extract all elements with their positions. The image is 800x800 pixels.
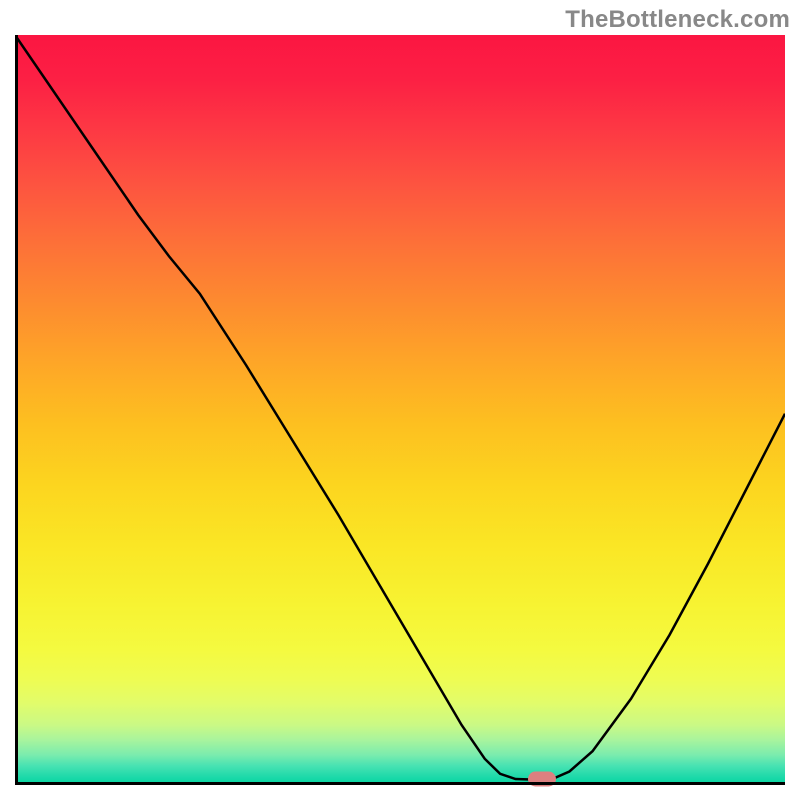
plot-area: [15, 35, 785, 785]
x-axis: [15, 782, 785, 785]
curve-line: [15, 35, 785, 785]
chart-container: TheBottleneck.com: [0, 0, 800, 800]
watermark-text: TheBottleneck.com: [565, 6, 790, 34]
y-axis: [15, 35, 18, 785]
